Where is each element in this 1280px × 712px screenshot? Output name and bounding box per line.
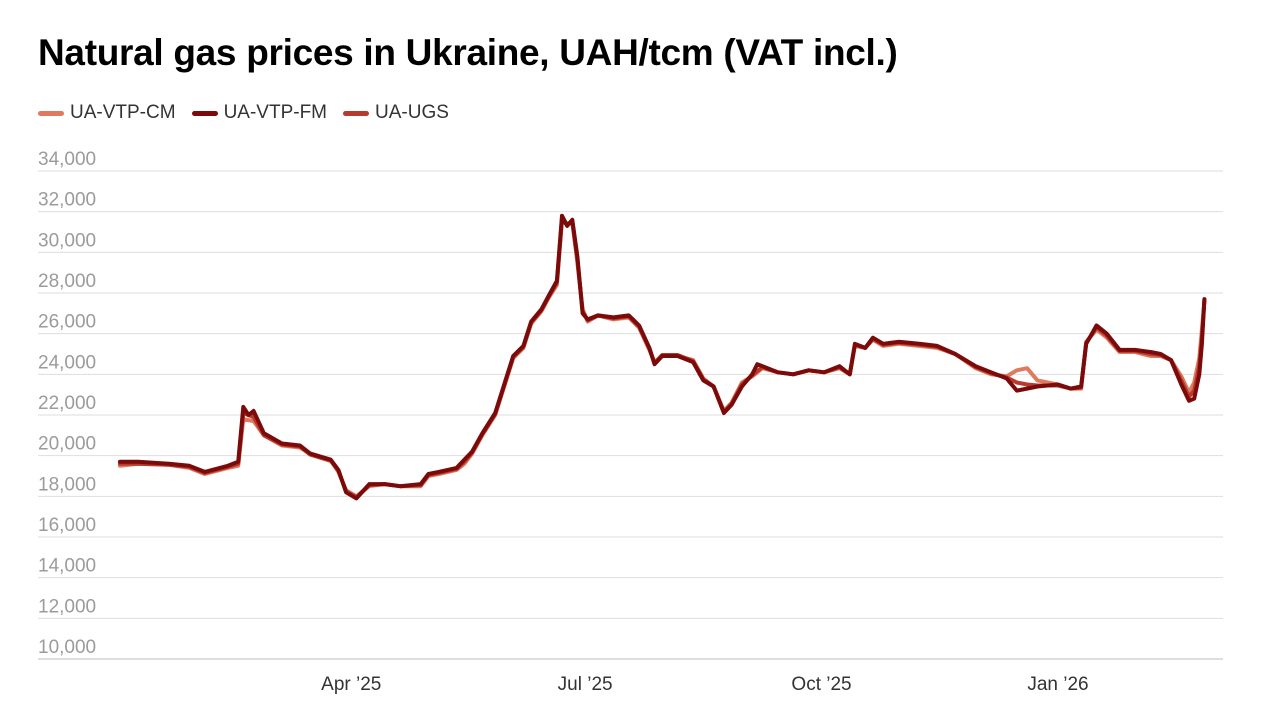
x-tick-label: Jul ’25 xyxy=(558,674,613,695)
series-line-ua-vtp-fm xyxy=(118,213,1207,501)
y-tick-label: 30,000 xyxy=(38,230,96,251)
x-tick-label: Apr ’25 xyxy=(321,674,381,695)
y-tick-label: 20,000 xyxy=(38,434,96,455)
y-tick-label: 34,000 xyxy=(38,149,96,170)
y-tick-label: 10,000 xyxy=(38,637,96,658)
legend-label: UA-VTP-FM xyxy=(223,102,327,123)
legend-swatch-ua-vtp-fm xyxy=(191,110,218,116)
legend-label: UA-UGS xyxy=(375,102,449,123)
y-tick-label: 22,000 xyxy=(38,393,96,414)
y-tick-label: 26,000 xyxy=(38,312,96,333)
legend-item-ua-vtp-fm[interactable]: UA-VTP-FM xyxy=(191,102,327,124)
chart-title: Natural gas prices in Ukraine, UAH/tcm (… xyxy=(38,32,898,73)
y-tick-label: 18,000 xyxy=(38,474,96,495)
legend-swatch-ua-ugs xyxy=(343,110,369,116)
y-tick-label: 24,000 xyxy=(38,352,96,373)
legend-label: UA-VTP-CM xyxy=(70,102,176,123)
x-tick-label: Jan ’26 xyxy=(1027,674,1088,695)
legend-item-ua-vtp-cm[interactable]: UA-VTP-CM xyxy=(38,102,176,124)
chart-legend: UA-VTP-CM UA-VTP-FM UA-UGS xyxy=(38,102,465,124)
y-tick-label: 28,000 xyxy=(38,271,96,292)
legend-swatch-ua-vtp-cm xyxy=(38,110,64,116)
y-tick-label: 16,000 xyxy=(38,515,96,536)
y-tick-label: 32,000 xyxy=(38,190,96,211)
legend-item-ua-ugs[interactable]: UA-UGS xyxy=(343,102,449,124)
y-tick-label: 12,000 xyxy=(38,596,96,617)
x-tick-label: Oct ’25 xyxy=(791,674,851,695)
y-tick-label: 14,000 xyxy=(38,556,96,577)
